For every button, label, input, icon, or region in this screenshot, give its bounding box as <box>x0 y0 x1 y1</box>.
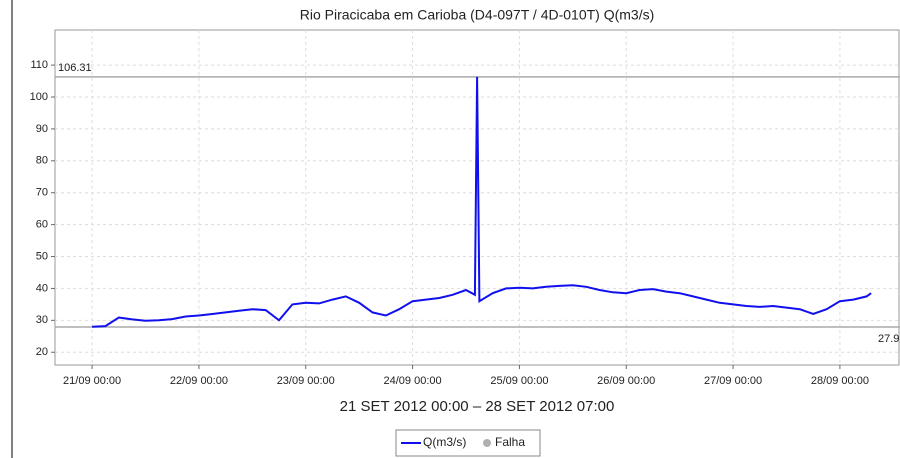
y-tick-label: 80 <box>36 155 48 167</box>
data-line <box>92 76 872 328</box>
y-tick-label: 20 <box>36 346 48 358</box>
x-tick-label: 26/09 00:00 <box>597 375 655 387</box>
y-tick-label: 60 <box>36 219 48 231</box>
x-tick-label: 27/09 00:00 <box>704 375 762 387</box>
x-tick-label: 23/09 00:00 <box>277 375 335 387</box>
legend-swatch <box>483 439 491 447</box>
y-tick-label: 50 <box>36 250 48 262</box>
y-tick-label: 90 <box>36 123 48 135</box>
y-tick-label: 110 <box>30 59 48 71</box>
x-tick-label: 25/09 00:00 <box>490 375 548 387</box>
legend: Q(m3/s) Falha <box>395 429 541 457</box>
x-tick-label: 24/09 00:00 <box>384 375 442 387</box>
reference-label: 27.9 <box>878 333 899 345</box>
chart-title: Rio Piracicaba em Carioba (D4-097T / 4D-… <box>300 7 655 23</box>
x-tick-label: 21/09 00:00 <box>63 375 121 387</box>
y-tick-label: 100 <box>30 91 48 103</box>
chart-subtitle: 21 SET 2012 00:00 – 28 SET 2012 07:00 <box>340 398 615 415</box>
y-tick-label: 70 <box>36 187 48 199</box>
y-tick-label: 30 <box>36 314 48 326</box>
reference-label: 106.31 <box>58 62 92 74</box>
legend-label: Q(m3/s) <box>423 435 466 449</box>
y-tick-label: 40 <box>36 282 48 294</box>
x-tick-label: 22/09 00:00 <box>170 375 228 387</box>
x-tick-label: 28/09 00:00 <box>811 375 869 387</box>
legend-label: Falha <box>495 435 525 449</box>
